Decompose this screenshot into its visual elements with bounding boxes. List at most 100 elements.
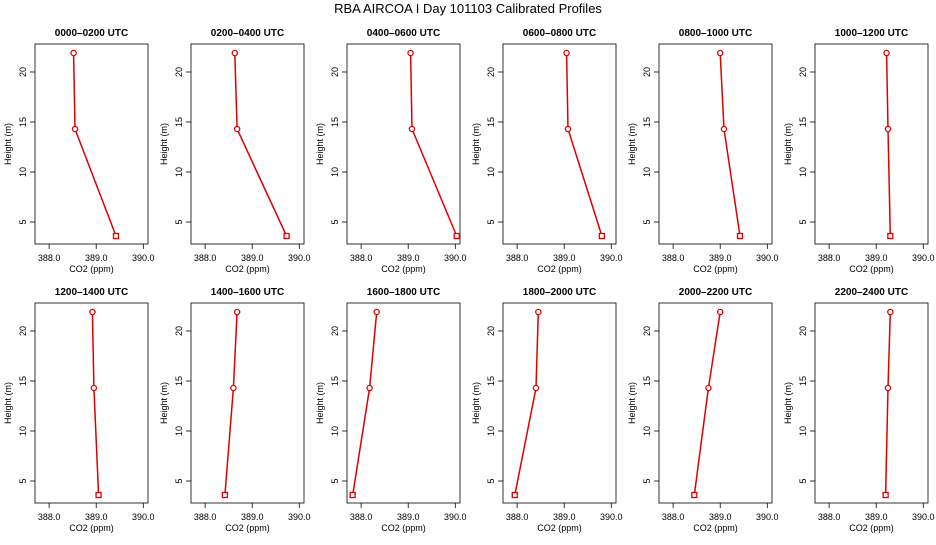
y-tick-label: 5 bbox=[18, 478, 28, 483]
x-tick-label: 390.0 bbox=[132, 253, 155, 263]
y-tick-label: 10 bbox=[330, 426, 340, 436]
y-tick-label: 10 bbox=[642, 167, 652, 177]
plot-frame bbox=[34, 302, 149, 504]
x-tick-label: 389.0 bbox=[865, 253, 888, 263]
x-tick-label: 390.0 bbox=[600, 253, 623, 263]
y-tick-label: 10 bbox=[798, 167, 808, 177]
y-axis-label: Height (m) bbox=[627, 382, 637, 424]
subplot-title: 1800–2000 UTC bbox=[523, 287, 596, 298]
data-point bbox=[407, 49, 414, 57]
data-point bbox=[373, 308, 380, 316]
y-axis-label: Height (m) bbox=[783, 382, 793, 424]
y-tick-label: 15 bbox=[330, 376, 340, 386]
y-tick-label: 20 bbox=[798, 326, 808, 336]
x-tick-label: 388.0 bbox=[194, 253, 217, 263]
subplot-title: 1600–1800 UTC bbox=[367, 287, 440, 298]
y-axis-label: Height (m) bbox=[783, 123, 793, 165]
x-axis-label: CO2 (ppm) bbox=[849, 523, 894, 533]
data-point-square bbox=[598, 232, 606, 240]
profile-line bbox=[885, 52, 892, 237]
x-tick-label: 390.0 bbox=[756, 253, 779, 263]
x-axis-label: CO2 (ppm) bbox=[225, 264, 270, 274]
y-tick-label: 5 bbox=[486, 478, 496, 483]
data-point-square bbox=[691, 491, 698, 499]
y-tick-label: 20 bbox=[486, 326, 496, 336]
data-point-square bbox=[283, 232, 290, 240]
x-tick-label: 389.0 bbox=[85, 512, 108, 522]
y-tick-label: 5 bbox=[642, 478, 652, 483]
y-axis-label: Height (m) bbox=[3, 123, 13, 165]
data-point-square bbox=[349, 491, 356, 499]
page-title: RBA AIRCOA I Day 101103 Calibrated Profi… bbox=[334, 1, 602, 16]
plot-frame bbox=[346, 302, 461, 504]
y-tick-label: 5 bbox=[174, 219, 184, 224]
data-point bbox=[535, 308, 542, 316]
data-point-square bbox=[887, 232, 894, 240]
data-point bbox=[408, 125, 416, 133]
plot-frame bbox=[814, 43, 929, 245]
x-axis-label: CO2 (ppm) bbox=[693, 264, 738, 274]
x-tick-label: 390.0 bbox=[288, 512, 311, 522]
data-point bbox=[70, 49, 77, 57]
subplot-11: 2200–2400 UTC 388.0 389.0 390.0 CO2 (ppm) 5 10… bbox=[783, 287, 935, 533]
y-tick-label: 5 bbox=[330, 478, 340, 483]
profile-line bbox=[565, 52, 603, 237]
x-tick-label: 388.0 bbox=[350, 512, 373, 522]
y-tick-label: 20 bbox=[18, 326, 28, 336]
x-tick-label: 388.0 bbox=[38, 512, 61, 522]
subplot-title: 1200–1400 UTC bbox=[55, 287, 128, 298]
data-point bbox=[233, 308, 241, 316]
x-axis-label: CO2 (ppm) bbox=[225, 523, 270, 533]
data-point bbox=[720, 125, 728, 133]
profile-line bbox=[72, 52, 117, 237]
x-tick-label: 390.0 bbox=[444, 512, 467, 522]
subplot-1: 0200–0400 UTC 388.0 389.0 390.0 CO2 (ppm) 5 10… bbox=[159, 28, 311, 274]
y-tick-label: 15 bbox=[798, 376, 808, 386]
y-tick-label: 5 bbox=[486, 219, 496, 224]
y-tick-label: 15 bbox=[174, 376, 184, 386]
data-point-square bbox=[882, 491, 889, 499]
x-axis-label: CO2 (ppm) bbox=[69, 264, 114, 274]
y-tick-label: 15 bbox=[486, 117, 496, 127]
x-axis-label: CO2 (ppm) bbox=[381, 523, 426, 533]
y-tick-label: 20 bbox=[174, 67, 184, 77]
y-axis-label: Height (m) bbox=[3, 382, 13, 424]
subplot-10: 2000–2200 UTC 388.0 389.0 390.0 CO2 (ppm) 5 10… bbox=[627, 287, 779, 533]
data-point bbox=[233, 125, 241, 133]
x-axis-label: CO2 (ppm) bbox=[381, 264, 426, 274]
x-tick-label: 388.0 bbox=[818, 253, 841, 263]
data-point bbox=[884, 125, 892, 133]
profile-line bbox=[719, 52, 741, 237]
x-axis-label: CO2 (ppm) bbox=[693, 523, 738, 533]
y-axis-label: Height (m) bbox=[159, 123, 169, 165]
profile-line bbox=[884, 311, 892, 496]
y-tick-label: 20 bbox=[486, 67, 496, 77]
subplot-title: 1400–1600 UTC bbox=[211, 287, 284, 298]
x-tick-label: 390.0 bbox=[600, 512, 623, 522]
profile-line bbox=[693, 311, 721, 496]
y-axis-label: Height (m) bbox=[627, 123, 637, 165]
x-tick-label: 389.0 bbox=[397, 253, 420, 263]
plot-frame bbox=[814, 302, 929, 504]
x-axis-label: CO2 (ppm) bbox=[69, 523, 114, 533]
data-point bbox=[716, 49, 724, 57]
y-tick-label: 10 bbox=[18, 167, 28, 177]
y-tick-label: 15 bbox=[174, 117, 184, 127]
data-point bbox=[887, 308, 894, 316]
plot-frame bbox=[190, 302, 305, 504]
y-tick-label: 20 bbox=[330, 67, 340, 77]
x-tick-label: 390.0 bbox=[912, 512, 935, 522]
subplot-title: 0800–1000 UTC bbox=[679, 28, 752, 39]
y-tick-label: 20 bbox=[798, 67, 808, 77]
data-point bbox=[563, 49, 570, 57]
x-tick-label: 389.0 bbox=[709, 512, 732, 522]
y-tick-label: 20 bbox=[174, 326, 184, 336]
x-tick-label: 390.0 bbox=[132, 512, 155, 522]
y-tick-label: 10 bbox=[18, 426, 28, 436]
y-tick-label: 10 bbox=[798, 426, 808, 436]
subplot-title: 1000–1200 UTC bbox=[835, 28, 908, 39]
x-tick-label: 390.0 bbox=[444, 253, 467, 263]
data-point bbox=[90, 384, 98, 392]
